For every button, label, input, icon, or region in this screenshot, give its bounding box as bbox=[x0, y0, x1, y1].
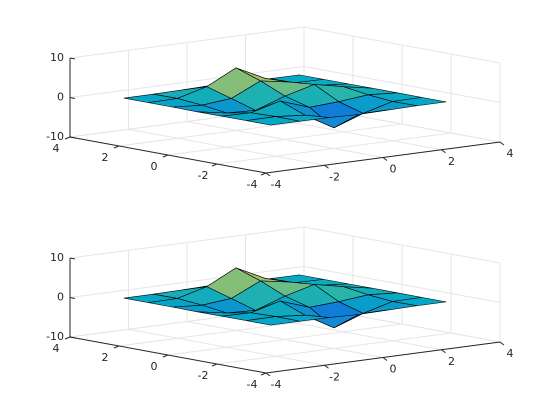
grid-line bbox=[118, 114, 354, 147]
x-tick-label: 0 bbox=[390, 363, 397, 376]
y-tick-label: 4 bbox=[53, 142, 60, 155]
grid-line bbox=[303, 66, 501, 103]
x-tick-label: 4 bbox=[507, 347, 514, 360]
tick-mark bbox=[69, 57, 76, 60]
z-tick-label: 0 bbox=[57, 91, 64, 104]
x-tick-label: -4 bbox=[271, 378, 282, 391]
grid-line bbox=[69, 66, 305, 98]
grid-line bbox=[69, 226, 305, 259]
grid-line bbox=[167, 123, 403, 156]
tick-mark bbox=[69, 257, 76, 260]
y-tick-label: 0 bbox=[151, 360, 158, 373]
tick-mark bbox=[64, 136, 71, 140]
x-tick-label: 2 bbox=[448, 155, 455, 168]
grid-line bbox=[69, 266, 305, 298]
tick-mark bbox=[441, 349, 446, 354]
tick-mark bbox=[211, 363, 218, 367]
z-tick-label: 0 bbox=[57, 291, 64, 304]
tick-mark bbox=[69, 336, 76, 339]
grid-line bbox=[303, 266, 501, 303]
tick-mark bbox=[324, 364, 329, 369]
tick-mark bbox=[69, 297, 76, 299]
tick-mark bbox=[260, 372, 267, 376]
y-tick-label: -4 bbox=[247, 378, 258, 391]
z-tick-label: -10 bbox=[46, 130, 64, 143]
z-tick-label: 10 bbox=[50, 251, 64, 264]
x-tick-label: -2 bbox=[329, 170, 340, 183]
y-tick-label: -2 bbox=[198, 369, 209, 382]
tick-mark bbox=[211, 163, 218, 167]
tick-mark bbox=[382, 357, 388, 361]
grid-line bbox=[118, 314, 354, 347]
grid-line bbox=[303, 26, 501, 64]
grid-line bbox=[167, 323, 403, 356]
x-tick-label: 2 bbox=[448, 355, 455, 368]
y-tick-label: 2 bbox=[102, 151, 109, 164]
tick-mark bbox=[64, 336, 71, 340]
x-tick-label: -4 bbox=[271, 178, 282, 191]
tick-mark bbox=[162, 154, 169, 158]
y-tick-label: 2 bbox=[102, 351, 109, 364]
tick-mark bbox=[260, 172, 267, 176]
tick-mark bbox=[265, 372, 271, 377]
tick-mark bbox=[324, 164, 329, 169]
tick-mark bbox=[113, 145, 120, 149]
tick-mark bbox=[69, 97, 76, 99]
y-tick-label: -2 bbox=[198, 169, 209, 182]
grid-line bbox=[216, 132, 452, 165]
x-tick-label: -2 bbox=[329, 370, 340, 383]
x-tick-label: 0 bbox=[390, 163, 397, 176]
z-tick-label: 10 bbox=[50, 51, 64, 64]
tick-mark bbox=[113, 345, 120, 349]
surface-cell bbox=[246, 316, 301, 326]
x-tick-label: 4 bbox=[507, 147, 514, 160]
grid-line bbox=[69, 26, 305, 59]
y-tick-label: 0 bbox=[151, 160, 158, 173]
tick-mark bbox=[382, 157, 388, 161]
tick-mark bbox=[441, 149, 446, 154]
grid-line bbox=[216, 332, 452, 365]
tick-mark bbox=[499, 141, 505, 146]
tick-mark bbox=[69, 136, 76, 139]
tick-mark bbox=[162, 354, 169, 358]
tick-mark bbox=[265, 172, 271, 177]
z-tick-label: -10 bbox=[46, 330, 64, 343]
surface-cell bbox=[246, 116, 301, 126]
grid-line bbox=[303, 226, 501, 264]
y-tick-label: -4 bbox=[247, 178, 258, 191]
y-tick-label: 4 bbox=[53, 342, 60, 355]
tick-mark bbox=[499, 341, 505, 346]
